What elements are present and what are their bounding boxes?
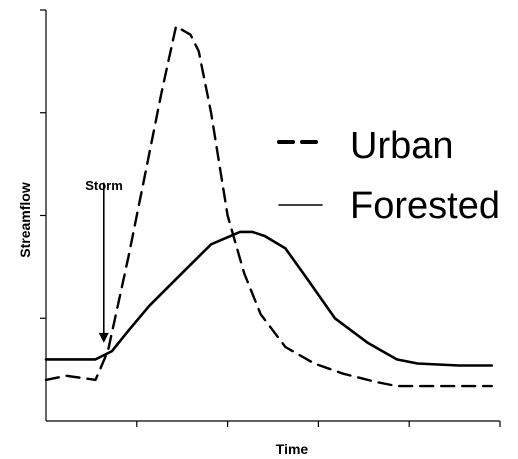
legend-label-forested: Forested (350, 185, 500, 227)
series-group (44, 25, 494, 388)
storm-annotation: Storm (85, 178, 123, 343)
axis-ticks (40, 9, 501, 427)
legend-label-urban: Urban (350, 125, 454, 167)
x-axis-label: Time (276, 441, 309, 457)
y-axis-label: Streamflow (17, 182, 33, 258)
legend: Urban Forested (277, 125, 500, 227)
series-line-forested (44, 230, 494, 367)
series-line-urban (44, 25, 493, 388)
storm-arrow-head (98, 332, 109, 343)
